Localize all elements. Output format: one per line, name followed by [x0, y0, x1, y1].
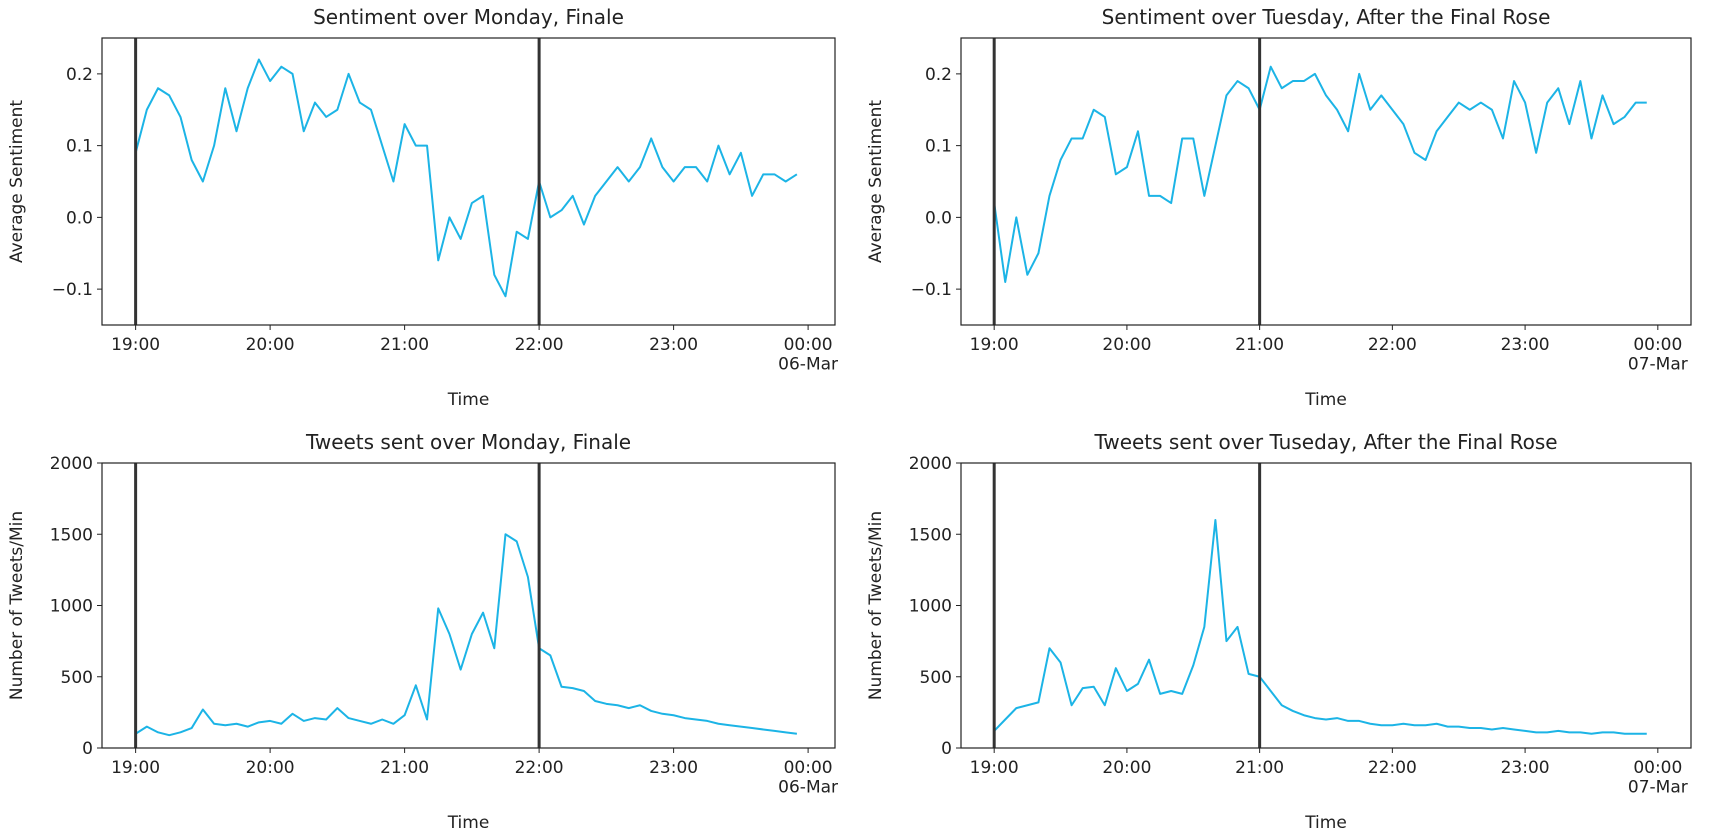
x-tick-label: 19:00: [970, 335, 1019, 355]
x-tick-label: 00:00 06-Mar: [778, 335, 838, 375]
x-tick-label: 20:00: [246, 335, 295, 355]
x-tick-label: 00:00 06-Mar: [778, 758, 838, 798]
y-tick-label: 0: [82, 739, 93, 759]
x-tick-label: 00:00 07-Mar: [1628, 758, 1688, 798]
data-line: [135, 533, 798, 737]
y-tick-label: −0.1: [52, 280, 93, 300]
y-tick-label: 1500: [909, 525, 952, 545]
y-tick-label: −0.1: [911, 280, 952, 300]
y-axis-label: Average Sentiment: [7, 100, 27, 263]
subplot: Sentiment over Tuesday, After the Final …: [866, 5, 1692, 410]
data-line: [993, 519, 1647, 735]
x-tick-label: 23:00: [649, 335, 698, 355]
y-tick-label: 0.0: [66, 208, 93, 228]
x-axis-label: Time: [1304, 390, 1347, 410]
x-tick-label: 23:00: [1501, 758, 1550, 778]
subplot-title: Tweets sent over Monday, Finale: [305, 430, 631, 454]
plot-frame: [960, 462, 1692, 749]
x-tick-label: 22:00: [1368, 335, 1417, 355]
y-tick-label: 1000: [909, 597, 952, 617]
x-tick-label: 20:00: [1102, 335, 1151, 355]
data-line: [134, 58, 798, 298]
x-tick-label: 19:00: [111, 758, 160, 778]
plot-frame: [960, 37, 1692, 326]
x-axis-label: Time: [447, 390, 490, 410]
x-axis-label: Time: [447, 813, 490, 833]
x-axis-label: Time: [1304, 813, 1347, 833]
x-tick-label: 22:00: [515, 758, 564, 778]
subplot: Sentiment over Monday, Finale Time Average…: [7, 5, 838, 410]
y-tick-label: 2000: [50, 454, 93, 474]
subplot-title: Tweets sent over Tuseday, After the Fina…: [1093, 430, 1557, 454]
x-tick-label: 23:00: [649, 758, 698, 778]
subplot-title: Sentiment over Monday, Finale: [313, 5, 624, 29]
subplot: Tweets sent over Monday, Finale Time Numbe…: [7, 430, 838, 833]
x-tick-label: 19:00: [970, 758, 1019, 778]
x-tick-label: 19:00: [111, 335, 160, 355]
x-tick-label: 22:00: [515, 335, 564, 355]
y-tick-label: 0: [941, 739, 952, 759]
x-tick-label: 21:00: [380, 335, 429, 355]
data-line: [993, 65, 1647, 283]
y-tick-label: 0.0: [925, 208, 952, 228]
x-tick-label: 23:00: [1501, 335, 1550, 355]
y-tick-label: 2000: [909, 454, 952, 474]
x-tick-label: 20:00: [1102, 758, 1151, 778]
y-tick-label: 1000: [50, 597, 93, 617]
subplot: Tweets sent over Tuseday, After the Fina…: [866, 430, 1692, 833]
x-tick-label: 20:00: [246, 758, 295, 778]
y-tick-label: 0.2: [66, 65, 93, 85]
y-axis-label: Average Sentiment: [866, 100, 886, 263]
plot-frame: [101, 462, 836, 749]
plot-frame: [101, 37, 836, 326]
y-tick-label: 0.1: [66, 137, 93, 157]
y-tick-label: 1500: [50, 525, 93, 545]
y-tick-label: 500: [61, 668, 93, 688]
y-tick-label: 0.2: [925, 65, 952, 85]
subplot-title: Sentiment over Tuesday, After the Final …: [1102, 5, 1551, 29]
x-tick-label: 21:00: [380, 758, 429, 778]
x-tick-label: 21:00: [1235, 758, 1284, 778]
y-axis-label: Number of Tweets/Min: [866, 511, 886, 700]
x-tick-label: 00:00 07-Mar: [1628, 335, 1688, 375]
y-axis-label: Number of Tweets/Min: [7, 511, 27, 700]
x-tick-label: 22:00: [1368, 758, 1417, 778]
y-tick-label: 0.1: [925, 137, 952, 157]
x-tick-label: 21:00: [1235, 335, 1284, 355]
y-tick-label: 500: [920, 668, 952, 688]
